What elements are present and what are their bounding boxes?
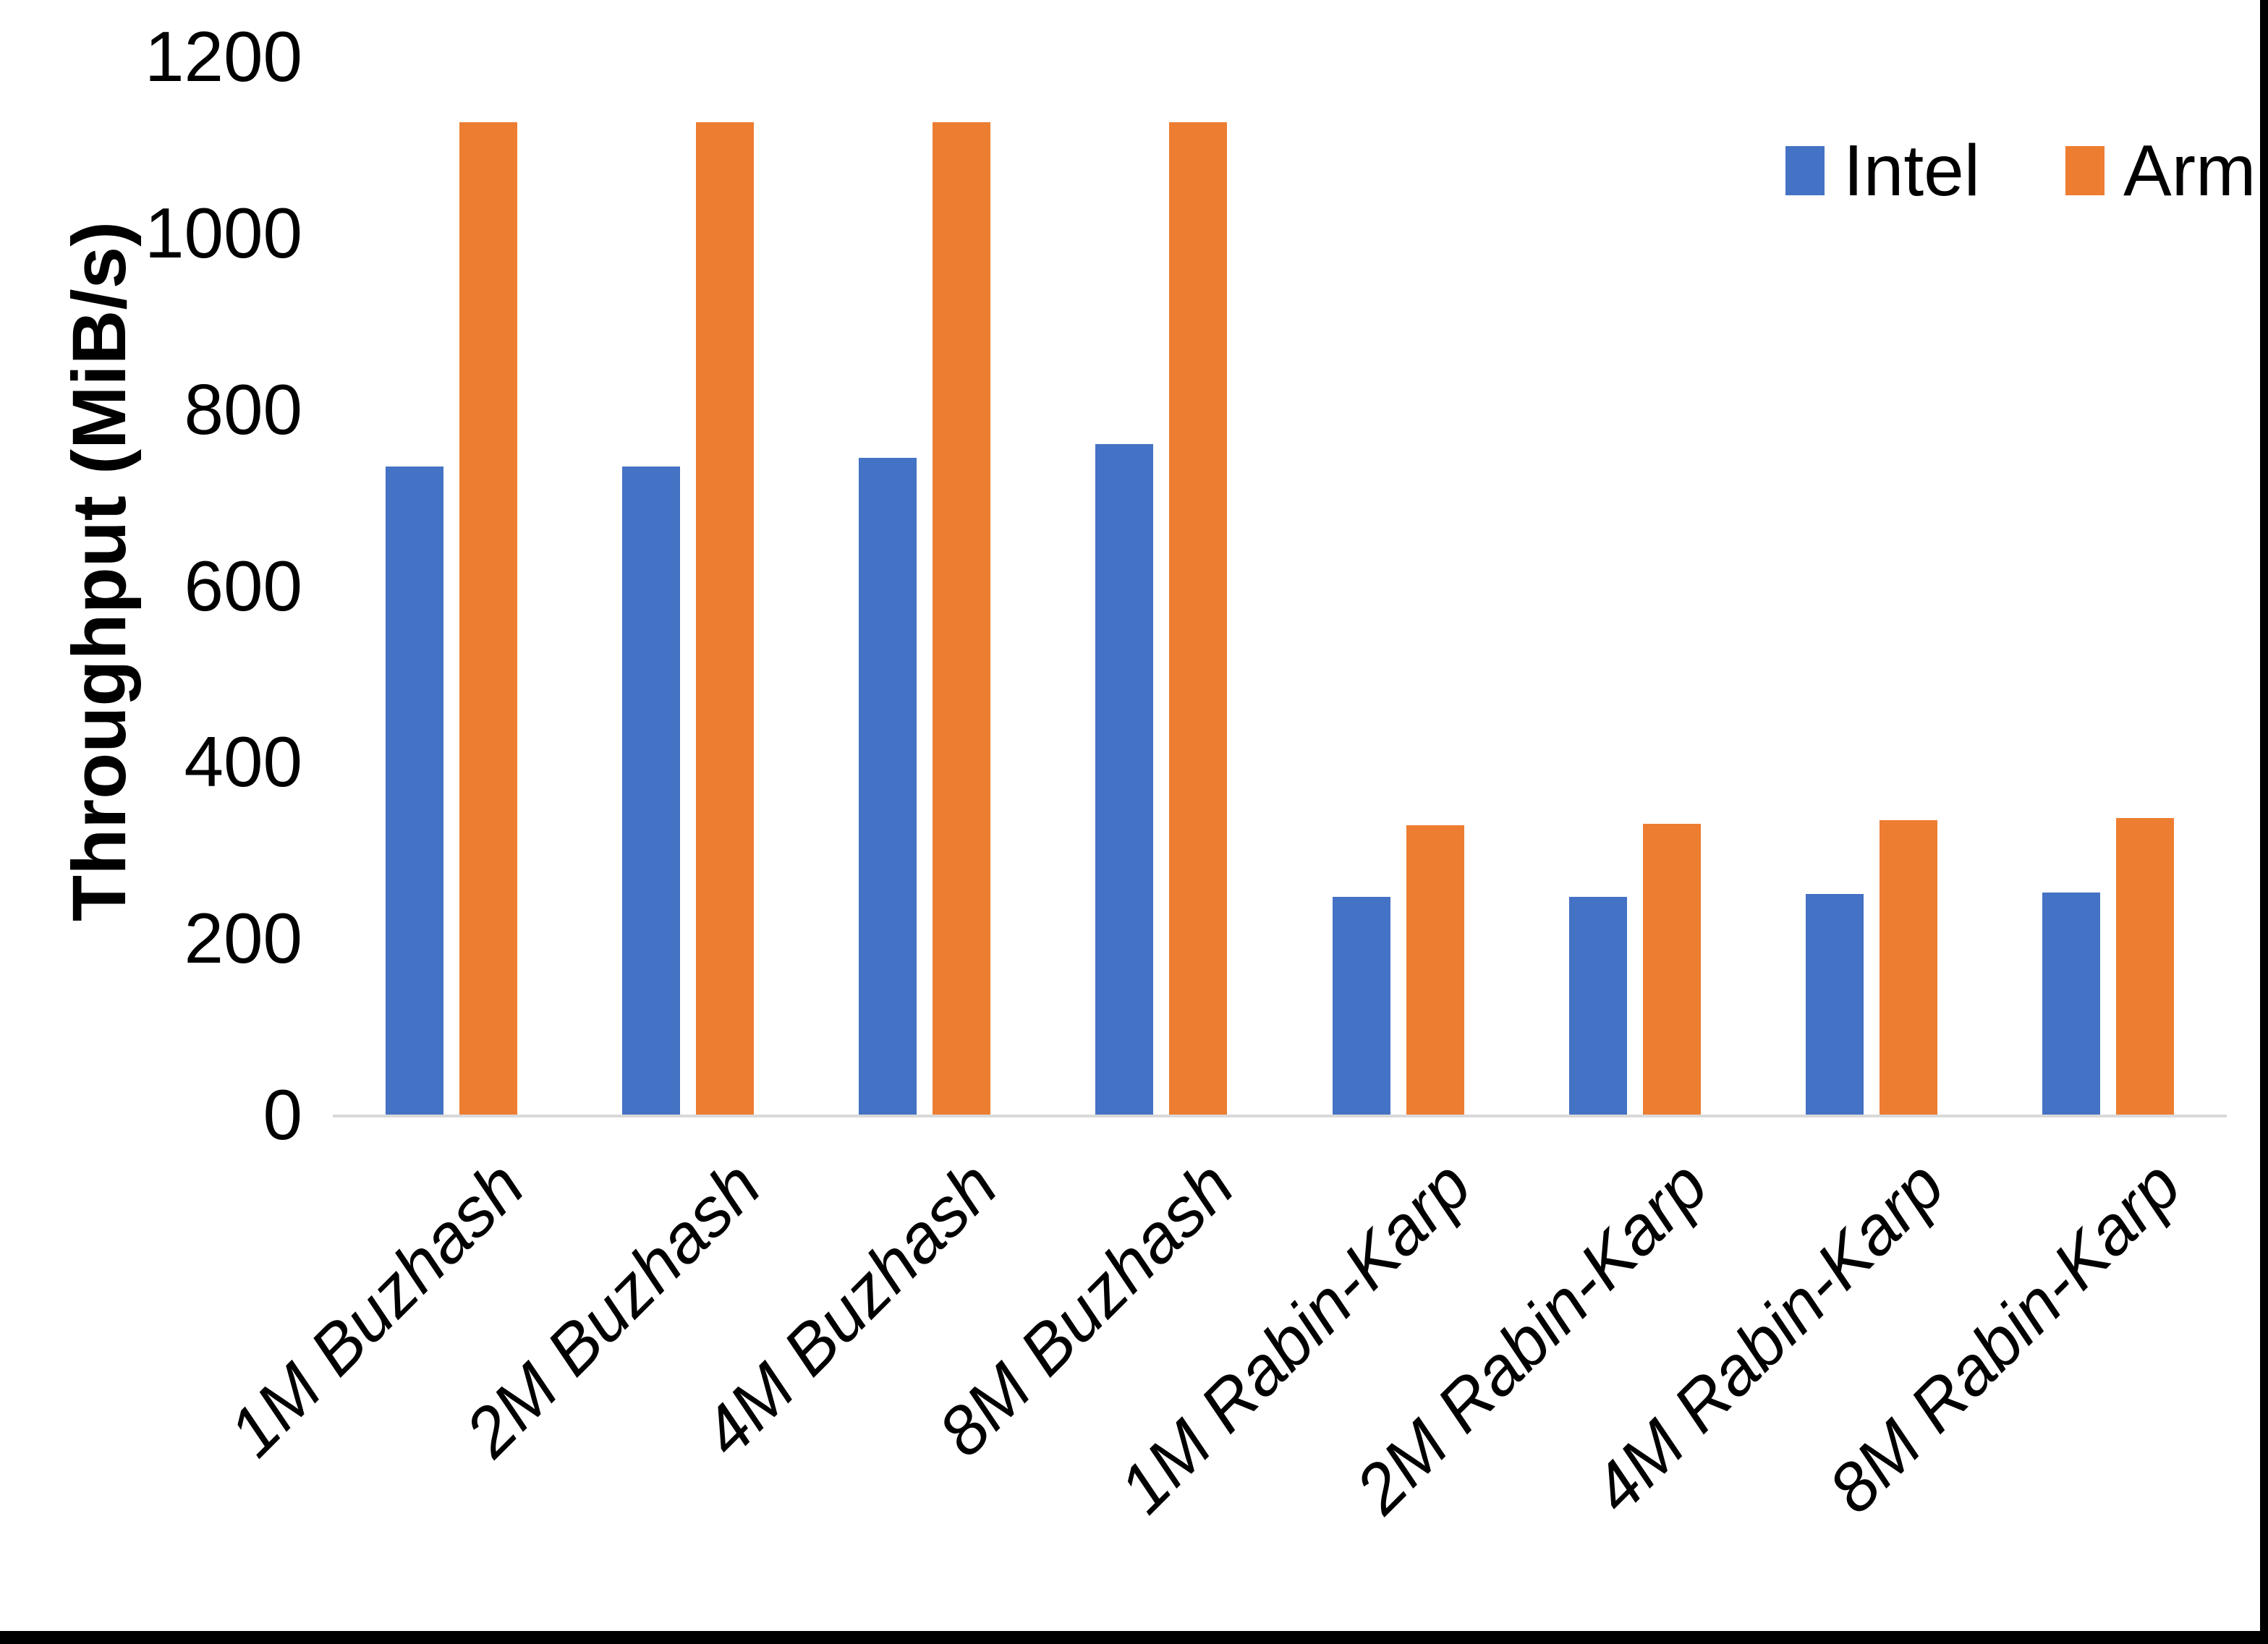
bar-group-2 xyxy=(569,56,806,1115)
legend-swatch-arm xyxy=(2065,146,2105,195)
bar-arm-8 xyxy=(2116,818,2175,1115)
legend: Intel Arm xyxy=(1785,135,2256,207)
legend-entry-arm: Arm xyxy=(2065,135,2256,207)
bar-group-1 xyxy=(333,56,569,1115)
bar-intel-1 xyxy=(385,467,443,1115)
bar-intel-5 xyxy=(1332,897,1390,1115)
screenshot-bottom-border xyxy=(0,1631,2268,1644)
bar-arm-5 xyxy=(1406,825,1464,1115)
bar-group-7 xyxy=(1754,56,1990,1115)
bar-arm-4 xyxy=(1169,122,1228,1115)
plot-area xyxy=(333,56,2227,1115)
bar-intel-7 xyxy=(1806,894,1864,1115)
y-tick-label-200: 200 xyxy=(184,898,302,979)
bar-arm-1 xyxy=(459,122,517,1115)
bar-arm-7 xyxy=(1880,820,1938,1115)
legend-label-arm: Arm xyxy=(2123,130,2256,211)
bar-group-5 xyxy=(1280,56,1516,1115)
y-tick-label-400: 400 xyxy=(184,722,302,802)
bar-intel-4 xyxy=(1095,444,1154,1115)
bar-group-3 xyxy=(807,56,1043,1115)
bar-intel-8 xyxy=(2042,893,2101,1115)
bar-group-4 xyxy=(1043,56,1280,1115)
y-tick-label-1200: 1200 xyxy=(144,17,302,96)
legend-entry-intel: Intel xyxy=(1785,135,1980,207)
bar-arm-6 xyxy=(1642,824,1701,1115)
bar-intel-6 xyxy=(1568,897,1627,1115)
legend-swatch-intel xyxy=(1785,146,1825,195)
x-axis-line xyxy=(333,1115,2227,1117)
legend-label-intel: Intel xyxy=(1843,130,1981,211)
y-tick-label-0: 0 xyxy=(263,1075,302,1154)
bar-intel-3 xyxy=(859,458,917,1115)
y-tick-label-800: 800 xyxy=(184,369,302,449)
bar-group-6 xyxy=(1516,56,1753,1115)
screenshot-right-border xyxy=(2260,0,2268,1644)
bar-arm-2 xyxy=(695,122,754,1115)
y-axis-tick-labels: 0 200 400 600 800 1000 1200 xyxy=(0,0,302,1644)
bar-group-8 xyxy=(1990,56,2227,1115)
bar-intel-2 xyxy=(621,467,680,1115)
y-tick-label-1000: 1000 xyxy=(144,192,302,273)
y-tick-label-600: 600 xyxy=(184,545,302,626)
bar-arm-3 xyxy=(933,122,991,1115)
